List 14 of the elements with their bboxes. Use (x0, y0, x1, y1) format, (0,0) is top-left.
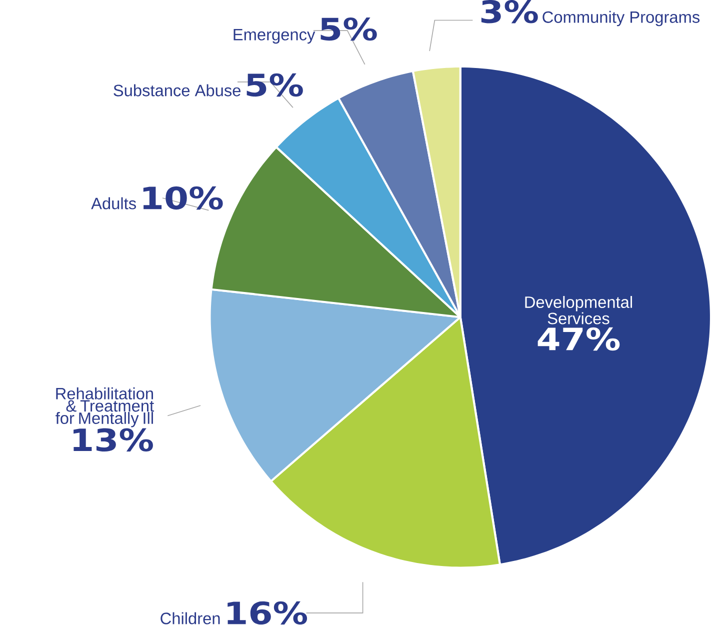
data-label: 13% (74, 428, 153, 452)
slice-label: Emergency (234, 29, 316, 44)
slice-label: Children (160, 612, 220, 624)
data-label: 3% (481, 0, 538, 24)
slice-label: Substance Abuse (114, 84, 240, 97)
data-label: 10% (143, 186, 223, 210)
data-label: 47% (538, 328, 620, 351)
slice-label: Community Programs (542, 11, 700, 26)
slice-label: Developmental Services (525, 296, 632, 325)
data-label: 5% (246, 74, 303, 97)
slice-label: Rehabilitation & Treatment for Mentally Ill (56, 388, 154, 428)
data-label: 5% (320, 18, 377, 41)
slice-label: Adults (91, 198, 136, 210)
data-label: 16% (228, 602, 308, 625)
